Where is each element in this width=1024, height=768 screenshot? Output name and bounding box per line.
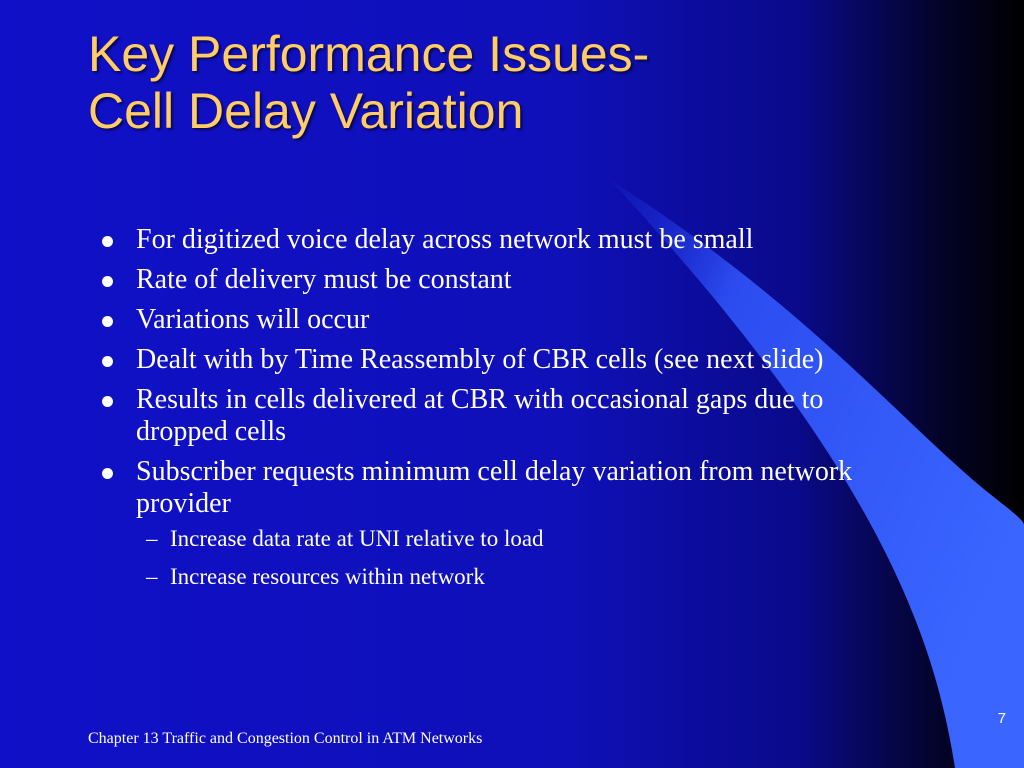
bullet-item: Dealt with by Time Reassembly of CBR cel…	[100, 344, 900, 376]
bullet-text: Subscriber requests minimum cell delay v…	[136, 456, 853, 519]
bullet-list: For digitized voice delay across network…	[100, 224, 900, 600]
dash-icon: –	[146, 526, 158, 551]
sub-bullet-text: Increase resources within network	[170, 564, 485, 589]
bullet-dot-icon	[102, 236, 113, 247]
bullet-dot-icon	[102, 468, 113, 479]
sub-bullet-list: – Increase data rate at UNI relative to …	[136, 524, 900, 592]
bullet-item: Subscriber requests minimum cell delay v…	[100, 456, 900, 592]
swoosh-band	[610, 180, 1024, 768]
sub-bullet-text: Increase data rate at UNI relative to lo…	[170, 526, 544, 551]
slide-title: Key Performance Issues- Cell Delay Varia…	[88, 26, 649, 140]
title-line-2: Cell Delay Variation	[88, 83, 524, 139]
bullet-dot-icon	[102, 316, 113, 327]
bullet-dot-icon	[102, 276, 113, 287]
dash-icon: –	[146, 564, 158, 589]
title-line-1: Key Performance Issues-	[88, 26, 650, 82]
sub-bullet-item: – Increase data rate at UNI relative to …	[136, 524, 900, 554]
bullet-text: For digitized voice delay across network…	[136, 224, 754, 255]
bullet-item: For digitized voice delay across network…	[100, 224, 900, 256]
page-number: 7	[997, 710, 1006, 727]
bullet-item: Rate of delivery must be constant	[100, 264, 900, 296]
bullet-dot-icon	[102, 356, 113, 367]
bullet-text: Variations will occur	[136, 304, 370, 335]
bullet-text: Results in cells delivered at CBR with o…	[136, 384, 824, 447]
slide-footer: Chapter 13 Traffic and Congestion Contro…	[88, 730, 483, 747]
bullet-text: Rate of delivery must be constant	[136, 264, 512, 295]
bullet-item: Variations will occur	[100, 304, 900, 336]
sub-bullet-item: – Increase resources within network	[136, 562, 900, 592]
bullet-dot-icon	[102, 396, 113, 407]
bullet-item: Results in cells delivered at CBR with o…	[100, 384, 900, 448]
bullet-text: Dealt with by Time Reassembly of CBR cel…	[136, 344, 824, 375]
